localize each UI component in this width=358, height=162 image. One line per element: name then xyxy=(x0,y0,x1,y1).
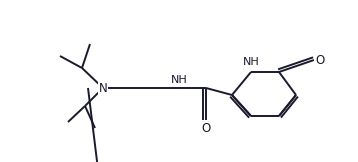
Text: O: O xyxy=(201,122,211,134)
Text: O: O xyxy=(315,53,325,66)
Text: N: N xyxy=(98,81,107,94)
Text: NH: NH xyxy=(171,75,187,85)
Text: NH: NH xyxy=(243,57,260,67)
